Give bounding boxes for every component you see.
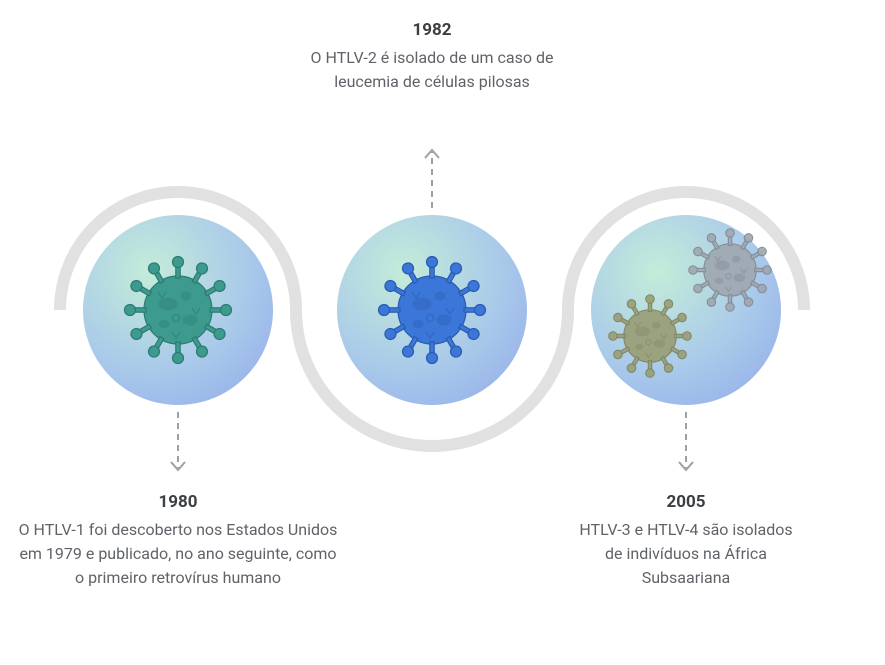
event-year: 2005 [576, 490, 796, 514]
event-2005: 2005 HTLV-3 e HTLV-4 são isolados de ind… [576, 490, 796, 590]
event-1980: 1980 O HTLV-1 foi descoberto nos Estados… [18, 490, 338, 590]
event-text: HTLV-3 e HTLV-4 são isolados de indivídu… [579, 520, 792, 587]
timeline-infographic: 1982 O HTLV-2 é isolado de um caso de le… [0, 0, 885, 665]
event-year: 1982 [302, 18, 562, 42]
event-1982: 1982 O HTLV-2 é isolado de um caso de le… [302, 18, 562, 94]
event-year: 1980 [18, 490, 338, 514]
event-text: O HTLV-2 é isolado de um caso de leucemi… [311, 48, 554, 91]
event-text: O HTLV-1 foi descoberto nos Estados Unid… [19, 520, 338, 587]
